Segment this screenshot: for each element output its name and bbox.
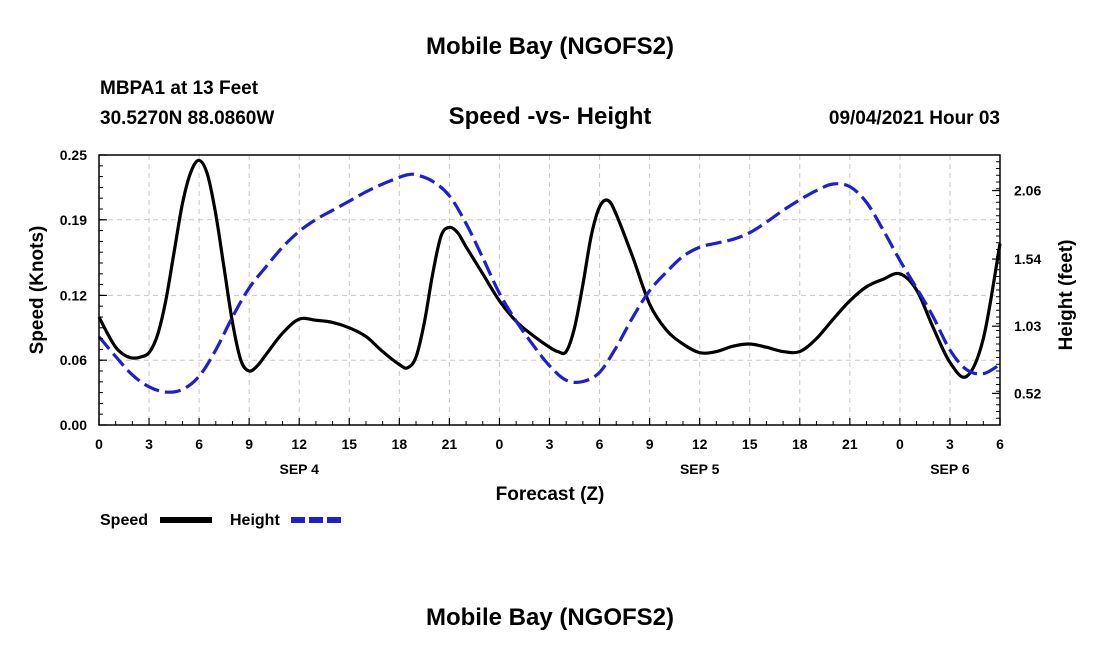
date-label: SEP 5 [680, 461, 720, 477]
x-tick-label: 6 [195, 436, 203, 452]
x-tick-label: 6 [996, 436, 1004, 452]
chart-subtitle: Speed -vs- Height [449, 103, 652, 130]
grid [99, 155, 1000, 425]
y-tick-label: 0.06 [60, 352, 87, 368]
series-line-height [97, 172, 1001, 394]
x-tick-label: 21 [842, 436, 858, 452]
series-line-speed [97, 158, 1002, 379]
x-tick-label: 12 [692, 436, 708, 452]
x-tick-label: 9 [245, 436, 253, 452]
station-label: MBPA1 at 13 Feet [100, 78, 259, 99]
date-label: SEP 4 [280, 461, 320, 477]
y-tick-label: 0.19 [60, 212, 87, 228]
y-tick-label: 0.12 [60, 287, 87, 303]
footer-title: Mobile Bay (NGOFS2) [426, 604, 674, 631]
x-tick-label: 15 [742, 436, 758, 452]
y2-tick-label: 1.54 [1014, 251, 1041, 267]
x-tick-label: 9 [646, 436, 654, 452]
x-tick-label: 18 [792, 436, 808, 452]
y-tick-label: 0.00 [60, 417, 87, 433]
series-layer [97, 158, 1002, 394]
legend: Speed Height [100, 512, 343, 529]
y-axis-label: Speed (Knots) [27, 226, 48, 355]
x-tick-label: 21 [442, 436, 458, 452]
y2-tick-label: 2.06 [1014, 183, 1041, 199]
y2-tick-label: 1.03 [1014, 318, 1041, 334]
x-tick-label: 0 [95, 436, 103, 452]
x-tick-label: 18 [392, 436, 408, 452]
x-tick-label: 3 [546, 436, 554, 452]
forecast-datetime: 09/04/2021 Hour 03 [829, 108, 1000, 129]
axes: 0 3 6 9 12 15 18 21 0 3 6 9 12 15 18 21 0 3 6 SEP 4 SEP 5 SEP… [60, 147, 1042, 477]
y2-axis-label: Height (feet) [1056, 240, 1077, 351]
x-axis-label: Forecast (Z) [496, 484, 605, 505]
x-tick-label: 6 [596, 436, 604, 452]
x-tick-label: 0 [496, 436, 504, 452]
y-tick-label: 0.25 [60, 147, 87, 163]
x-tick-label: 3 [946, 436, 954, 452]
x-tick-label: 12 [291, 436, 307, 452]
legend-speed-label: Speed [100, 512, 148, 529]
x-tick-label: 3 [145, 436, 153, 452]
station-coordinates: 30.5270N 88.0860W [100, 108, 274, 129]
chart-title: Mobile Bay (NGOFS2) [426, 33, 674, 60]
y2-tick-label: 0.52 [1014, 385, 1041, 401]
date-label: SEP 6 [930, 461, 970, 477]
x-tick-label: 15 [341, 436, 357, 452]
legend-height-label: Height [230, 512, 280, 529]
x-tick-label: 0 [896, 436, 904, 452]
